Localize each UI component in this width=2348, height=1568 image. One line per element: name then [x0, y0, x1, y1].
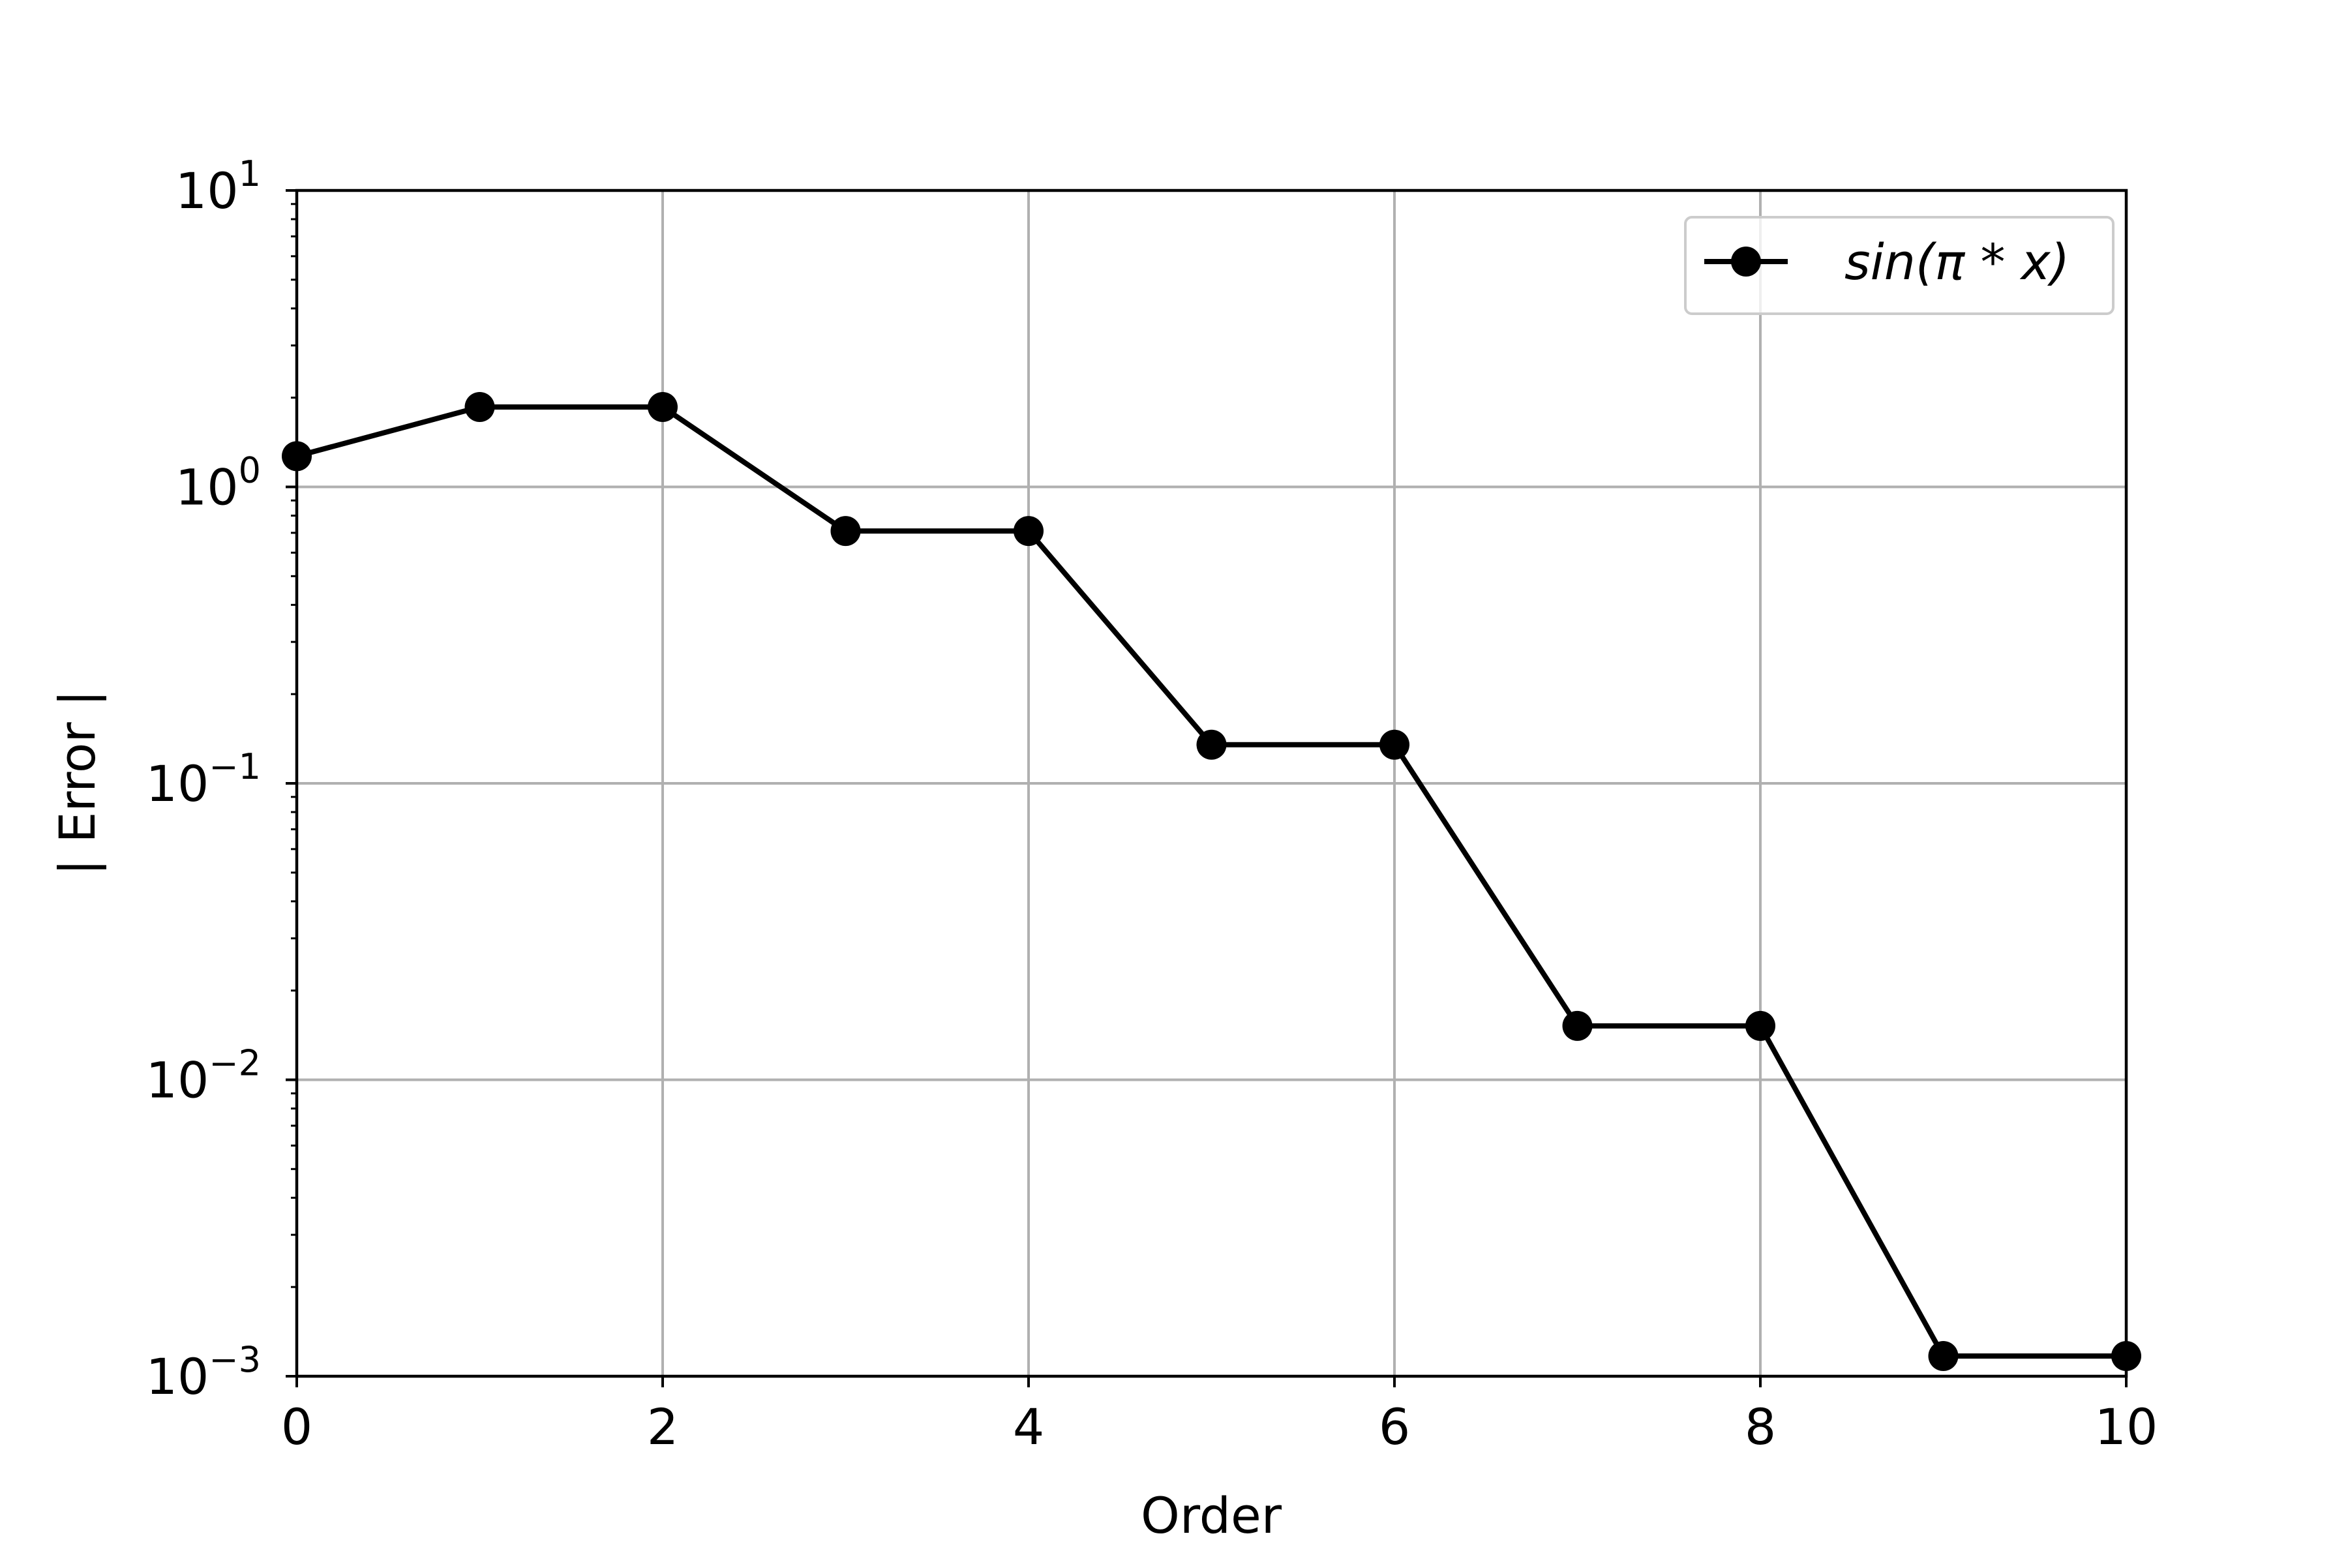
- x-tick-label: 0: [281, 1398, 312, 1456]
- x-tick-label: 8: [1745, 1398, 1776, 1456]
- data-point: [1014, 516, 1044, 547]
- axes-layer: 0 2 4 6 8 10 101 100 10−1 10−2 10−3: [146, 153, 2158, 1456]
- legend-frame: [1684, 216, 2115, 315]
- data-point: [1196, 729, 1227, 760]
- x-tick-label: 10: [2095, 1398, 2158, 1456]
- data-point: [1928, 1341, 1959, 1372]
- x-axis-label: Order: [1141, 1486, 1282, 1545]
- data-point: [1562, 1010, 1593, 1041]
- series-layer: [282, 392, 2141, 1372]
- label-layer: Order | Error |: [48, 690, 1282, 1545]
- data-point: [1379, 729, 1409, 760]
- data-point: [1745, 1010, 1775, 1041]
- data-point: [830, 516, 861, 547]
- legend-label: sin(π * x): [1844, 233, 2070, 291]
- x-tick-label: 2: [647, 1398, 678, 1456]
- legend: sin(π * x): [1684, 216, 2115, 315]
- y-tick-label: 100: [175, 450, 261, 517]
- y-tick-label: 101: [175, 153, 261, 220]
- y-tick-label: 10−1: [146, 746, 261, 813]
- x-tick-label: 6: [1379, 1398, 1410, 1456]
- x-tick-label: 4: [1013, 1398, 1044, 1456]
- series-line: [294, 404, 2129, 1359]
- grid-layer: [295, 189, 2128, 1378]
- data-point: [464, 392, 495, 423]
- data-point: [648, 392, 678, 423]
- legend-marker-sample: [1731, 247, 1761, 277]
- y-tick-label: 10−3: [146, 1339, 261, 1406]
- y-tick-label: 10−2: [146, 1043, 261, 1109]
- y-axis-label: | Error |: [48, 690, 107, 876]
